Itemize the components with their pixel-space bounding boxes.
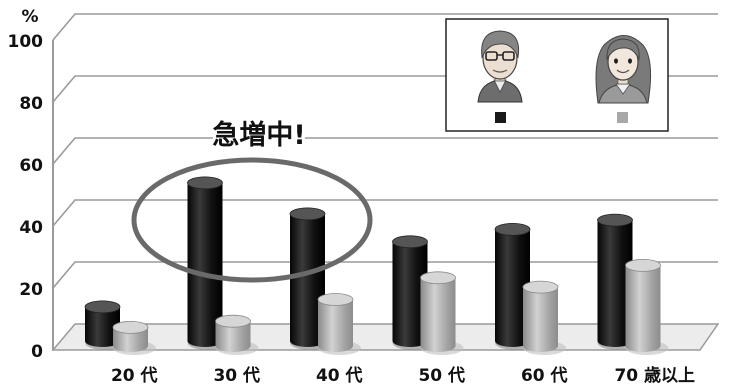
x-tick-label: 40 代 — [316, 365, 363, 385]
y-tick-label: 100 — [8, 32, 44, 52]
bar-base — [290, 335, 325, 347]
bar-base — [597, 335, 633, 347]
bar-top — [215, 314, 251, 328]
bar-series-2 — [625, 258, 669, 355]
bar-base — [187, 335, 223, 347]
y-axis-unit-label: % — [21, 7, 38, 27]
x-tick-label: 30 代 — [213, 365, 260, 385]
highlight-ellipse — [131, 157, 373, 283]
bar — [625, 265, 661, 346]
bar-series-2 — [215, 314, 259, 355]
y-tick-label: 40 — [19, 218, 43, 238]
y-axis-ticks: 0 20 40 60 80 100 — [8, 32, 44, 362]
x-tick-label: 60 代 — [521, 365, 568, 385]
bar-base — [523, 340, 558, 352]
legend-swatch-dark — [495, 112, 506, 123]
bar-base — [392, 335, 428, 347]
bar-base — [318, 340, 353, 352]
gridline — [52, 199, 718, 227]
bar-series-1 — [187, 176, 231, 350]
female-avatar-icon — [595, 35, 652, 104]
bar-base — [85, 335, 120, 347]
bar — [523, 287, 558, 346]
bar-top — [392, 235, 428, 249]
bar-top — [112, 320, 149, 334]
bar-top — [317, 293, 354, 306]
bar — [187, 182, 223, 341]
y-tick-label: 20 — [19, 280, 43, 300]
bar — [420, 277, 456, 346]
x-tick-label: 50 代 — [418, 365, 465, 385]
male-avatar-icon — [477, 30, 523, 103]
bar-top — [522, 280, 559, 294]
bar-top — [289, 207, 326, 221]
legend — [445, 18, 669, 132]
bar-base — [420, 340, 456, 352]
bar-base — [215, 340, 251, 352]
legend-swatch-light — [617, 112, 628, 123]
bar-base — [495, 335, 530, 347]
annotation-text: 急増中! — [212, 119, 305, 151]
x-axis-ticks: 20 代 30 代 40 代 50 代 60 代 70 歳以上 — [111, 365, 695, 386]
bar-top — [420, 271, 456, 285]
bar-base — [113, 340, 148, 352]
bar-top — [187, 176, 223, 190]
y-tick-label: 60 — [19, 156, 43, 176]
x-tick-label: 70 歳以上 — [614, 365, 695, 385]
x-tick-label: 20 代 — [111, 365, 158, 385]
bar — [318, 299, 353, 346]
bar-series-2 — [420, 271, 464, 355]
gridline — [52, 137, 718, 165]
bar-top — [84, 300, 121, 314]
bar-top — [597, 213, 633, 227]
bar-series-2 — [112, 320, 156, 355]
bar-top — [494, 222, 531, 236]
gridlines — [52, 13, 718, 350]
gridline — [52, 13, 718, 41]
bar-series-2 — [522, 280, 566, 355]
bar-base — [625, 340, 661, 352]
bar-top — [625, 258, 661, 272]
bar-series-2 — [317, 293, 361, 355]
y-tick-label: 80 — [19, 94, 43, 114]
y-tick-label: 0 — [31, 342, 43, 362]
